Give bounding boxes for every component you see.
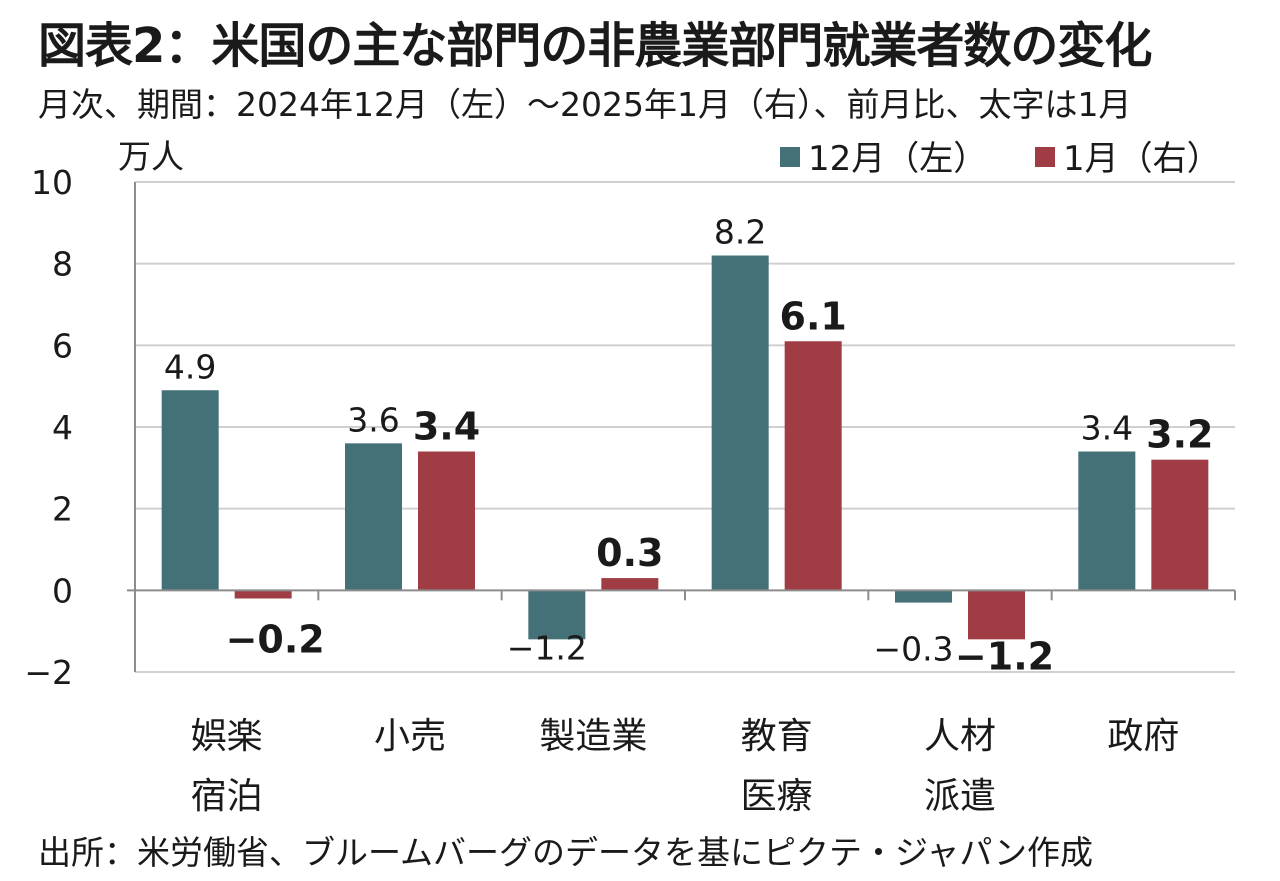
category-label: 派遣: [924, 776, 996, 817]
y-axis-unit-label: 万人: [118, 137, 184, 176]
y-tick-label: 0: [52, 571, 73, 610]
data-label: −0.3: [873, 629, 953, 668]
legend-label: 1月（右）: [1063, 139, 1221, 179]
bar: [161, 390, 219, 591]
y-tick-label: −2: [24, 653, 73, 692]
bar: [711, 255, 769, 591]
category-label: 政府: [1107, 716, 1179, 757]
chart-title: 図表2：米国の主な部門の非農業部門就業者数の変化: [38, 18, 1152, 74]
y-tick-label: 8: [52, 245, 73, 284]
data-label: −0.2: [226, 617, 325, 661]
data-label: 8.2: [714, 213, 766, 252]
data-label: −1.2: [955, 634, 1054, 678]
bar: [895, 590, 952, 603]
bar: [528, 590, 586, 640]
y-tick-label: 4: [52, 408, 73, 447]
data-label: 4.9: [164, 347, 216, 386]
data-label: 3.6: [347, 400, 399, 439]
data-label: −1.2: [507, 628, 587, 667]
bar: [418, 451, 475, 591]
bar: [784, 341, 842, 591]
data-label: 0.3: [596, 531, 663, 575]
bar: [968, 590, 1025, 640]
bar: [234, 590, 292, 599]
bar: [601, 578, 659, 591]
y-tick-label: 6: [52, 326, 73, 365]
grid-lines: [135, 181, 1235, 673]
legend: 12月（左） 1月（右）: [780, 139, 1221, 179]
chart-subtitle: 月次、期間：2024年12月（左）～2025年1月（右）、前月比、太字は1月: [38, 85, 1132, 124]
bars: [161, 255, 1209, 640]
category-label: 宿泊: [191, 776, 263, 817]
data-label: 3.4: [1081, 409, 1133, 448]
bar: [1151, 459, 1209, 591]
category-label: 小売: [374, 716, 446, 757]
category-label: 人材: [924, 716, 996, 757]
y-tick-label: 10: [31, 163, 73, 202]
legend-label: 12月（左）: [808, 139, 987, 179]
category-label: 教育: [741, 716, 813, 757]
data-labels: 4.9 3.6 −1.2 8.2 −0.3 3.4 −0.2 3.4 0.3 6.1 −1.2 3.2: [164, 213, 1214, 679]
y-tick-label: 2: [52, 490, 73, 529]
source-note: 出所：米労働省、ブルームバーグのデータを基にピクテ・ジャパン作成: [38, 833, 1094, 872]
legend-swatch: [1035, 147, 1055, 167]
data-label: 3.4: [413, 405, 480, 449]
data-label: 3.2: [1146, 413, 1213, 457]
bar: [345, 443, 402, 591]
bar: [1078, 451, 1136, 591]
data-label: 6.1: [780, 294, 847, 338]
legend-swatch: [780, 147, 800, 167]
category-label: 娯楽: [191, 716, 263, 757]
category-label: 医療: [741, 776, 813, 817]
category-label: 製造業: [539, 716, 647, 757]
